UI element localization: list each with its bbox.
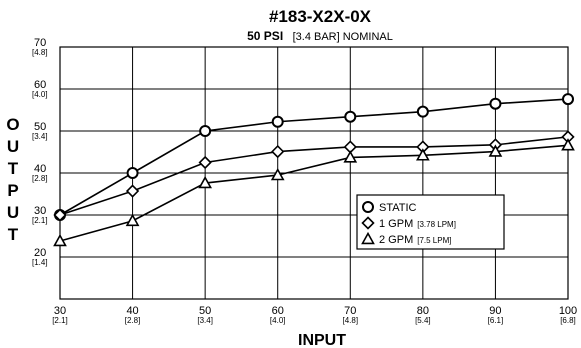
series-layer	[53, 93, 575, 247]
subtitle-nominal: [3.4 BAR] NOMINAL	[293, 31, 393, 43]
y-axis-label-letter: U	[7, 203, 19, 222]
data-point	[199, 125, 212, 137]
y-axis-ticks: 20[1.4] 30[2.1] 40[2.8] 50[3.4] 60[4.0] 70[4.…	[32, 37, 48, 267]
legend: STATIC 1 GPM [3.78 LPM] 2 GPM [7.5 LPM]	[356, 194, 505, 250]
data-point	[53, 233, 67, 247]
subtitle-pressure: 50 PSI	[247, 29, 283, 43]
data-point	[125, 213, 140, 227]
series-line	[59, 144, 569, 242]
series-line	[59, 98, 569, 216]
x-tick-label: 30	[54, 305, 66, 317]
x-tick-label: 40	[126, 305, 138, 317]
legend-box	[356, 194, 505, 250]
y-axis-label-letter: U	[7, 137, 19, 156]
data-point	[561, 138, 575, 151]
series-2-gpm	[53, 138, 575, 247]
y-tick-label: 50	[34, 121, 46, 133]
y-tick-sublabel: [3.4]	[32, 132, 48, 141]
legend-entry-sub: [7.5 LPM]	[417, 236, 451, 245]
y-tick-label: 60	[34, 79, 46, 91]
series-static	[54, 93, 574, 221]
chart-subtitle: 50 PSI [3.4 BAR] NOMINAL	[247, 27, 393, 44]
series-line	[59, 136, 569, 216]
legend-entry-name: 2 GPM	[379, 234, 413, 246]
x-tick-sublabel: [3.4]	[197, 316, 213, 325]
legend-entry-name: STATIC	[379, 202, 417, 214]
legend-marker	[362, 201, 374, 213]
x-tick-sublabel: [4.0]	[270, 316, 286, 325]
x-tick-sublabel: [5.4]	[415, 316, 431, 325]
data-point	[125, 184, 140, 198]
series-1-gpm	[53, 130, 575, 222]
y-tick-sublabel: [2.8]	[32, 174, 48, 183]
x-tick-sublabel: [6.8]	[560, 316, 576, 325]
y-axis-label-letter: T	[8, 159, 19, 178]
x-tick-label: 70	[344, 305, 356, 317]
y-tick-sublabel: [4.8]	[32, 48, 48, 57]
data-point	[488, 144, 503, 157]
x-tick-label: 50	[199, 305, 211, 317]
y-axis-label-letter: T	[8, 225, 19, 244]
data-point	[198, 175, 213, 189]
x-tick-sublabel: [2.1]	[52, 316, 68, 325]
y-tick-label: 70	[34, 37, 46, 49]
data-point	[270, 167, 285, 181]
legend-entry: STATIC	[379, 202, 417, 214]
x-tick-label: 60	[272, 305, 284, 317]
data-point	[53, 208, 67, 222]
data-point	[271, 144, 285, 159]
y-tick-label: 30	[34, 205, 46, 217]
y-axis-label-letter: O	[6, 115, 19, 134]
x-tick-label: 90	[489, 305, 501, 317]
y-tick-sublabel: [4.0]	[32, 90, 48, 99]
x-tick-sublabel: [2.8]	[125, 316, 141, 325]
data-point	[198, 155, 212, 170]
x-tick-sublabel: [4.8]	[342, 316, 358, 325]
x-tick-label: 80	[417, 305, 429, 317]
data-point	[344, 110, 357, 123]
y-tick-label: 20	[34, 247, 46, 259]
x-tick-label: 100	[559, 305, 577, 317]
y-axis-label-letter: P	[7, 181, 18, 200]
chart-title: #183-X2X-0X	[269, 7, 372, 26]
data-point	[489, 97, 502, 110]
data-point	[343, 150, 358, 163]
data-point	[416, 105, 429, 118]
data-point	[126, 167, 139, 179]
x-axis-ticks: 30[2.1] 40[2.8] 50[3.4] 60[4.0] 70[4.8] 80[5.…	[52, 305, 577, 325]
data-point	[415, 148, 430, 161]
x-axis-label: INPUT	[298, 332, 346, 348]
y-tick-sublabel: [1.4]	[32, 258, 48, 267]
legend-entry-name: 1 GPM	[379, 218, 413, 230]
legend-marker	[361, 231, 375, 245]
data-point	[271, 115, 284, 128]
y-tick-sublabel: [2.1]	[32, 216, 48, 225]
legend-entry-sub: [3.78 LPM]	[417, 220, 456, 229]
legend-entry: 1 GPM [3.78 LPM]	[379, 218, 456, 230]
plot-frame	[59, 46, 569, 300]
y-tick-label: 40	[34, 163, 46, 175]
data-point	[562, 93, 574, 106]
x-tick-sublabel: [6.1]	[488, 316, 504, 325]
legend-entry: 2 GPM [7.5 LPM]	[379, 234, 451, 246]
legend-marker	[361, 216, 375, 230]
